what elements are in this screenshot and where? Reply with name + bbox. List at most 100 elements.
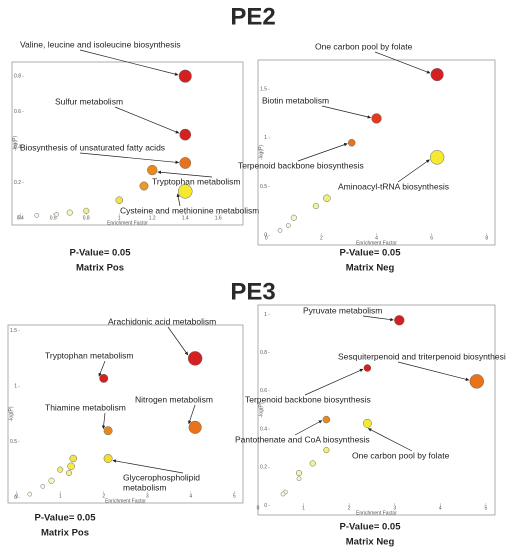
y-tick-label: 0.6 (260, 388, 267, 394)
point (103, 454, 113, 463)
caption: P-Value= 0.05 (340, 522, 402, 533)
annotation-arrow (101, 412, 106, 430)
point (295, 469, 303, 477)
caption: Matrix Pos (41, 528, 89, 539)
x-tick-label: 0.6 (50, 215, 57, 221)
annotation: Biotin metabolism (262, 95, 329, 105)
y-tick-label: 0.5 (10, 439, 17, 445)
y-tick-label: 1 (14, 384, 17, 390)
annotation: Tryptophan metabolism (45, 350, 134, 360)
point (187, 351, 203, 366)
annotation-arrow (397, 361, 470, 381)
point (178, 184, 193, 199)
point (115, 196, 123, 204)
group-title: PE3 (230, 278, 275, 305)
x-tick-label: 0 (257, 505, 260, 511)
annotation: metabolism (123, 482, 166, 492)
y-tick-label: 0.6 (14, 109, 21, 115)
x-tick-label: 1 (302, 505, 305, 511)
point (178, 69, 192, 83)
x-tick-label: 0.8 (83, 215, 90, 221)
annotation-arrow (188, 404, 196, 425)
caption: P-Value= 0.05 (70, 248, 132, 259)
annotation-arrow (367, 428, 413, 452)
x-tick-label: 3 (393, 505, 396, 511)
point (66, 209, 73, 216)
y-axis-label: -log(P) (258, 145, 264, 160)
x-tick-label: 0 (15, 493, 18, 499)
annotation: Biosynthesis of unsaturated fatty acids (20, 142, 165, 152)
annotation: Terpenoid backbone biosynthesis (238, 160, 364, 170)
point (67, 462, 75, 471)
x-tick-label: 1.4 (182, 215, 189, 221)
point (363, 364, 372, 372)
caption: P-Value= 0.05 (340, 248, 402, 259)
x-axis-label: Enrichment Factor (105, 498, 146, 504)
point (312, 203, 319, 210)
point (469, 374, 485, 389)
x-tick-label: 6 (430, 235, 433, 241)
point (280, 491, 286, 497)
point (323, 194, 331, 203)
annotation-arrow (294, 420, 323, 436)
annotation-arrow (362, 315, 394, 322)
annotation: Sulfur metabolism (55, 96, 123, 106)
annotation-arrow (167, 326, 189, 356)
annotation-arrow (79, 49, 179, 76)
x-tick-label: 2 (348, 505, 351, 511)
point (57, 466, 64, 473)
x-tick-label: 1.6 (215, 215, 222, 221)
caption: Matrix Neg (346, 263, 395, 274)
point (429, 150, 445, 165)
x-tick-label: 3 (146, 493, 149, 499)
x-tick-label: 5 (233, 493, 236, 499)
y-tick-label: 0.2 (260, 465, 267, 471)
point (34, 212, 40, 218)
x-tick-label: 8 (485, 235, 488, 241)
point (309, 460, 316, 467)
annotation: One carbon pool by folate (352, 450, 450, 460)
y-tick-label: 0 (264, 233, 267, 239)
annotation: Tryptophan metabolism (152, 176, 241, 186)
point (323, 447, 330, 454)
annotation-arrow (321, 105, 371, 119)
point (83, 207, 90, 214)
caption: Matrix Pos (76, 263, 124, 274)
x-tick-label: 2 (320, 235, 323, 241)
point (139, 181, 149, 191)
y-axis-label: -log(P) (8, 406, 14, 421)
y-tick-label: 1 (264, 312, 267, 318)
annotation: Nitrogen metabolism (135, 394, 213, 404)
caption: P-Value= 0.05 (35, 513, 97, 524)
annotation: Thiamine metabolism (45, 402, 126, 412)
annotation: Sesquiterpenoid and triterpenoid biosynt… (338, 351, 506, 361)
x-tick-label: 5 (484, 505, 487, 511)
y-tick-label: 0 (14, 495, 17, 501)
point (27, 491, 33, 497)
y-tick-label: 0 (264, 503, 267, 509)
annotation-arrow (114, 106, 180, 134)
caption: Matrix Neg (346, 537, 395, 548)
point (48, 477, 55, 484)
x-tick-label: 0 (265, 235, 268, 241)
point (65, 469, 72, 477)
annotation: Aminoacyl-tRNA biosynthesis (338, 181, 449, 191)
point (394, 315, 405, 326)
x-tick-label: 4 (189, 493, 192, 499)
annotation-arrow (98, 360, 106, 377)
y-tick-label: 1 (264, 135, 267, 141)
point (322, 415, 331, 424)
x-tick-label: 2 (102, 493, 105, 499)
point (188, 420, 202, 434)
point (179, 128, 192, 141)
y-axis-label: -log(P) (258, 402, 264, 417)
annotation: Arachidonic acid metabolism (108, 316, 216, 326)
y-tick-label: 1.5 (260, 87, 267, 93)
x-tick-label: 4 (375, 235, 378, 241)
point (40, 483, 46, 489)
point (285, 223, 291, 228)
x-axis-label: Enrichment Factor (356, 510, 397, 516)
point (147, 164, 158, 176)
y-tick-label: 0.8 (260, 350, 267, 356)
point (179, 157, 192, 169)
